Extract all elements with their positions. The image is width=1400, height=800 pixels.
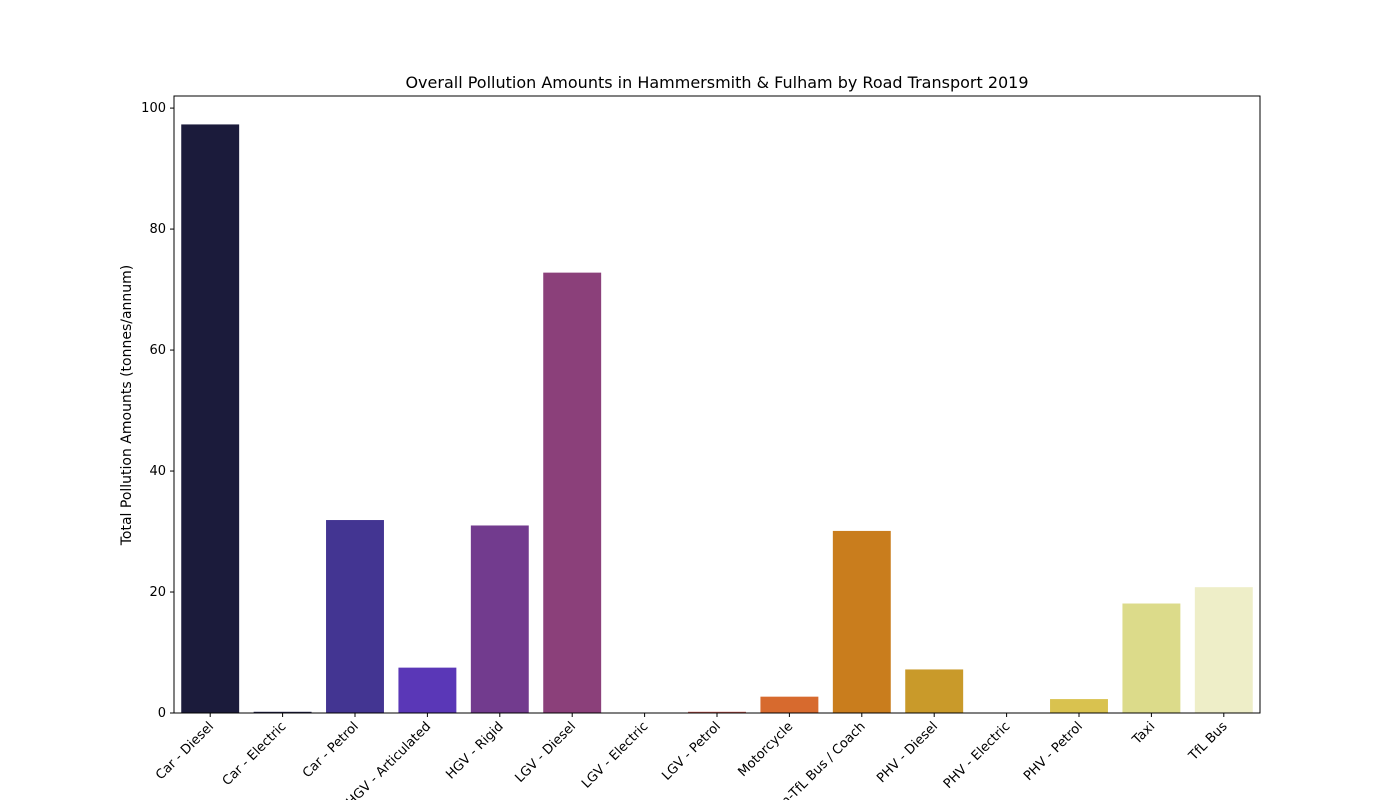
bar-5 <box>543 272 602 713</box>
x-tick-label-1: Car - Electric <box>220 719 290 789</box>
x-tick-label-5: LGV - Diesel <box>512 719 579 786</box>
chart-title: Overall Pollution Amounts in Hammersmith… <box>405 73 1028 92</box>
y-tick-label-5: 100 <box>141 101 166 116</box>
bar-1 <box>253 711 312 713</box>
bar-3 <box>398 667 457 713</box>
y-tick-label-4: 80 <box>149 222 166 237</box>
x-tick-label-14: TfL Bus <box>1185 719 1230 764</box>
bar-7 <box>688 711 746 713</box>
y-tick-label-2: 40 <box>149 464 166 479</box>
y-tick-label-0: 0 <box>158 706 166 721</box>
bar-13 <box>1122 603 1181 713</box>
y-tick-label-3: 60 <box>149 343 166 358</box>
x-tick-label-7: LGV - Petrol <box>659 719 724 784</box>
x-tick-label-4: HGV - Rigid <box>443 719 506 782</box>
x-tick-label-6: LGV - Electric <box>579 719 651 791</box>
bar-0 <box>181 124 240 713</box>
bar-12 <box>1050 699 1108 713</box>
bar-2 <box>326 520 384 713</box>
x-tick-label-0: Car - Diesel <box>153 719 217 783</box>
y-axis-label: Total Pollution Amounts (tonnes/annum) <box>119 265 135 547</box>
x-tick-label-8: Motorcycle <box>735 719 796 780</box>
x-tick-label-12: PHV - Petrol <box>1021 719 1086 784</box>
bar-9 <box>832 530 891 713</box>
y-axis: 0 20 40 60 80 100 <box>141 101 174 721</box>
x-tick-label-10: PHV - Diesel <box>874 719 941 786</box>
x-axis: Car - Diesel Car - Electric Car - Petrol HG… <box>153 713 1231 800</box>
x-tick-label-2: Car - Petrol <box>300 719 362 781</box>
bar-4 <box>470 525 529 713</box>
x-tick-label-13: Taxi <box>1129 719 1158 748</box>
plot-area <box>181 124 1253 713</box>
x-tick-label-11: PHV - Electric <box>941 719 1014 792</box>
bar-14 <box>1194 587 1253 713</box>
y-tick-label-1: 20 <box>149 585 166 600</box>
bar-10 <box>905 669 964 713</box>
bar-8 <box>760 696 819 713</box>
